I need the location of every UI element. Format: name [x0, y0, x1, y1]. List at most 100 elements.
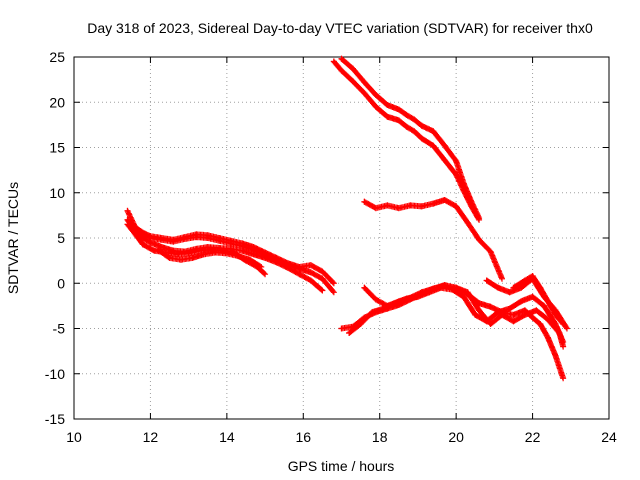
data-point [166, 254, 173, 261]
data-point [510, 318, 517, 325]
data-point [216, 237, 223, 244]
data-point [453, 158, 460, 165]
data-point [407, 202, 414, 209]
data-point [307, 262, 314, 269]
data-point [223, 250, 230, 257]
y-tick-label: 25 [49, 49, 65, 65]
data-point [487, 248, 494, 255]
data-point [495, 284, 502, 291]
data-point [441, 196, 448, 203]
data-point [361, 90, 368, 97]
data-point [158, 236, 165, 243]
data-point [483, 277, 490, 284]
y-tick-label: 10 [49, 185, 65, 201]
chart-title: Day 318 of 2023, Sidereal Day-to-day VTE… [87, 20, 593, 36]
data-point [395, 117, 402, 124]
data-point [349, 65, 356, 72]
data-point [529, 273, 536, 280]
data-point [124, 221, 131, 228]
y-tick-label: -10 [45, 366, 65, 382]
data-point [560, 375, 567, 382]
series-track-2 [124, 216, 337, 296]
data-point [487, 303, 494, 310]
data-point [227, 240, 234, 247]
data-point [495, 309, 502, 316]
data-point [560, 339, 567, 346]
data-point [296, 271, 303, 278]
data-point [430, 142, 437, 149]
data-point [273, 259, 280, 266]
data-point [338, 67, 345, 74]
y-tick-label: 5 [57, 230, 65, 246]
data-point [330, 58, 337, 65]
data-point [414, 293, 421, 300]
data-point [372, 205, 379, 212]
data-point [460, 180, 467, 187]
data-point [204, 235, 211, 241]
y-tick-label: 15 [49, 140, 65, 156]
data-point [361, 198, 368, 205]
data-point [319, 275, 326, 282]
data-point [411, 116, 418, 123]
data-point [193, 234, 200, 241]
data-point [537, 320, 544, 327]
x-tick-label: 20 [448, 429, 464, 445]
data-point [250, 251, 257, 258]
data-point [510, 311, 517, 318]
data-point [510, 284, 517, 291]
y-tick-label: -15 [45, 411, 65, 427]
data-point [384, 101, 391, 108]
data-point [357, 320, 364, 327]
data-point [499, 275, 505, 282]
data-point [529, 314, 536, 321]
data-point [533, 307, 540, 314]
data-point [330, 289, 337, 296]
x-tick-label: 12 [143, 429, 159, 445]
data-point [392, 300, 398, 307]
data-point [338, 55, 345, 62]
x-tick-label: 24 [601, 429, 617, 445]
data-point [372, 103, 379, 110]
data-point [147, 239, 154, 246]
series-track-8 [361, 196, 505, 282]
data-point [212, 249, 219, 256]
data-point [395, 205, 402, 212]
series-track-13 [510, 273, 567, 327]
data-point [319, 268, 326, 275]
data-point [285, 264, 291, 271]
data-point [506, 305, 513, 312]
series-band [124, 221, 325, 293]
tick-labels: 10 12 14 16 18 20 22 24 -15 -10 -5 0 5 10 15 20 25 [45, 49, 617, 445]
data-point [418, 122, 425, 129]
data-point [200, 251, 207, 258]
data-point [449, 286, 456, 293]
data-point [403, 295, 410, 302]
data-point [563, 325, 570, 332]
data-point [124, 207, 131, 214]
data-point [361, 79, 368, 86]
data-point [170, 238, 177, 245]
data-point [541, 302, 548, 309]
data-point [246, 256, 253, 263]
y-tick-label: 20 [49, 94, 65, 110]
data-point [235, 253, 242, 260]
axis-ticks [73, 56, 610, 420]
x-tick-label: 14 [219, 429, 235, 445]
data-point [464, 289, 471, 296]
data-point [139, 241, 146, 248]
x-tick-label: 10 [66, 429, 82, 445]
data-point [544, 298, 551, 305]
data-point [380, 305, 387, 312]
data-point [506, 289, 513, 296]
data-point [411, 128, 418, 135]
data-point [338, 325, 345, 332]
series-band [338, 55, 482, 220]
series-track-11 [346, 284, 567, 346]
data-point [262, 254, 269, 261]
series-track-6 [330, 58, 483, 223]
x-axis-label: GPS time / hours [288, 458, 395, 474]
data-point [529, 293, 536, 300]
data-point [418, 203, 425, 210]
data-point [552, 320, 559, 327]
